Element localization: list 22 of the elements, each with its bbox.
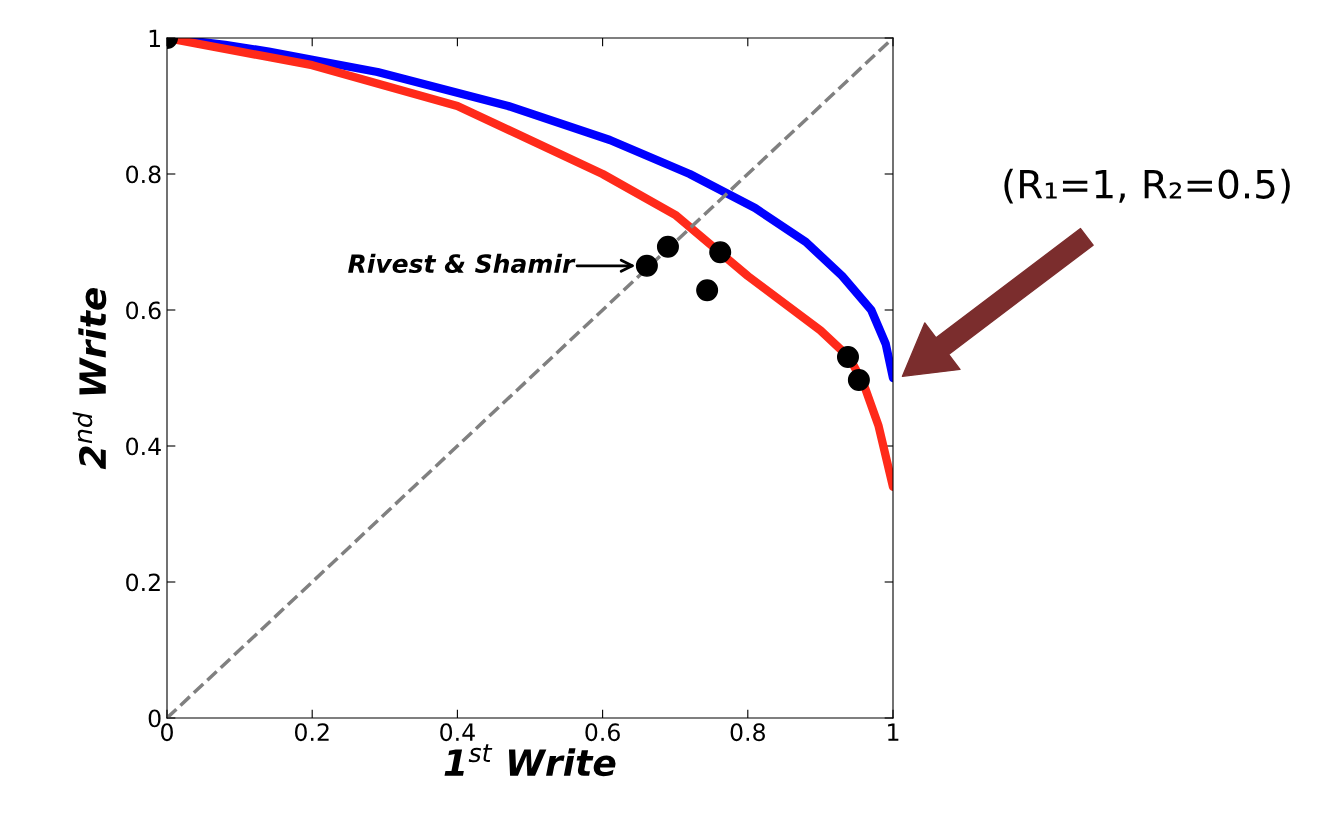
- x-tick-label: 0: [161, 723, 173, 742]
- y-tick-label: 0.2: [126, 573, 160, 592]
- point: [635, 254, 658, 277]
- x-tick-label: 0.6: [585, 723, 620, 742]
- x-tick-label: 0.2: [294, 723, 329, 742]
- text: (R₁=1, R₂=0.5): [1004, 168, 1290, 204]
- point: [836, 345, 859, 368]
- y-tick-label: 0.4: [126, 437, 161, 456]
- y-tick-label: 1: [149, 29, 160, 47]
- point: [656, 235, 679, 258]
- y-tick-label: 0.8: [126, 165, 161, 184]
- annotation: Rivest & Shamir: [348, 253, 576, 274]
- y-tick-label: 0.6: [126, 301, 161, 320]
- point: [696, 279, 719, 302]
- x-tick-label: 0.4: [440, 723, 475, 742]
- point: [709, 241, 732, 264]
- x-tick-label: 1: [888, 723, 899, 741]
- y-axis-title: 2$^{nd}$ Write: [72, 288, 107, 470]
- x-axis-title: 1$^{st}$ Write: [444, 744, 616, 777]
- x-tick-label: 0.8: [730, 723, 765, 742]
- point: [847, 369, 870, 392]
- y-tick-label: 0: [148, 709, 161, 728]
